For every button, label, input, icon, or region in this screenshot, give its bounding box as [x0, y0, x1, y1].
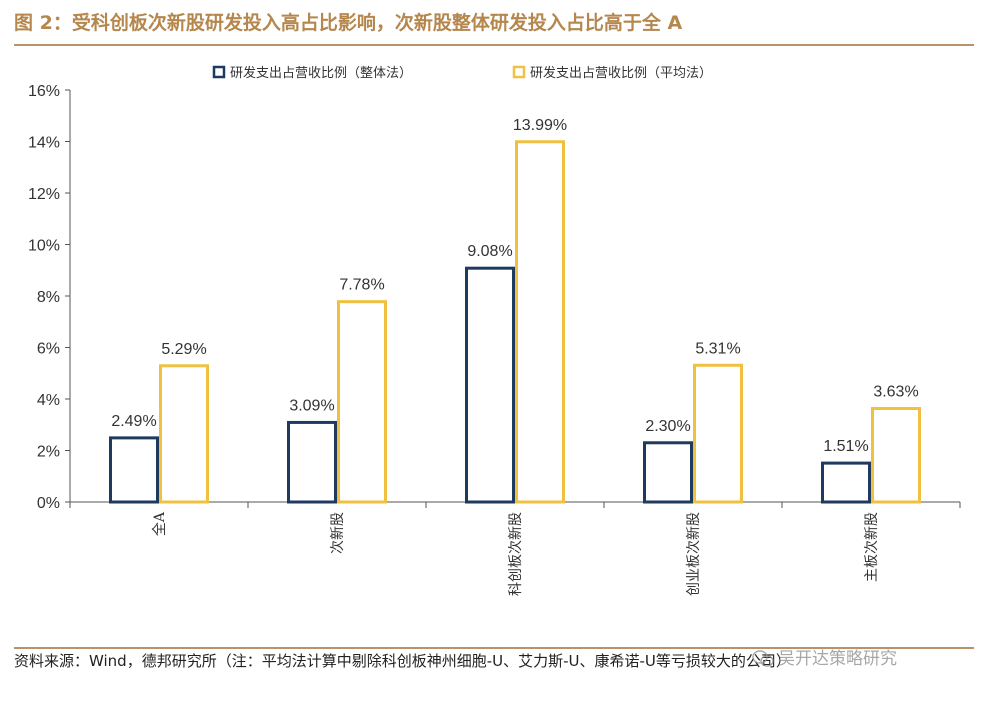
data-label: 13.99%: [513, 117, 567, 134]
bar-overall-1: [109, 436, 159, 504]
bar-average-5: [871, 407, 921, 504]
data-label: 5.31%: [695, 340, 740, 357]
legend-swatch-2: [512, 65, 526, 79]
y-tick-label: 10%: [28, 238, 60, 255]
legend-label-2: 研发支出占营收比例（平均法）: [530, 65, 712, 81]
bar-average-3: [515, 140, 565, 504]
watermark: 吴开达策略研究: [752, 644, 897, 669]
bar-overall-3: [465, 266, 515, 504]
category-label: 科创板次新股: [508, 512, 524, 596]
figure-title: 图 2：受科创板次新股研发投入高占比影响，次新股整体研发投入占比高于全 A: [14, 12, 683, 34]
data-label: 3.63%: [873, 384, 918, 401]
bar-chart: 研发支出占营收比例（整体法） 研发支出占营收比例（平均法） 0% 2% 4% 6% 8% 10…: [28, 65, 961, 596]
category-label: 主板次新股: [864, 512, 880, 582]
y-tick-label: 2%: [37, 444, 60, 461]
y-tick-label: 8%: [37, 289, 60, 306]
y-tick-label: 12%: [28, 186, 60, 203]
legend-swatch-1: [212, 65, 226, 79]
category-label: 全A: [151, 511, 168, 536]
title-divider: [14, 44, 974, 46]
data-label: 5.29%: [161, 341, 206, 358]
source-divider: [14, 647, 974, 649]
legend-label-1: 研发支出占营收比例（整体法）: [230, 65, 412, 81]
watermark-text: 吴开达策略研究: [778, 649, 897, 669]
y-tick-label: 6%: [37, 341, 60, 358]
category-label: 创业板次新股: [686, 512, 702, 596]
source-note: 资料来源：Wind，德邦研究所（注：平均法计算中剔除科创板神州细胞-U、艾力斯-…: [14, 652, 791, 670]
y-tick-label: 4%: [37, 392, 60, 409]
data-label: 1.51%: [823, 438, 868, 455]
data-label: 2.30%: [645, 418, 690, 435]
data-label: 7.78%: [339, 277, 384, 294]
data-label: 9.08%: [467, 243, 512, 260]
bar-average-4: [693, 363, 743, 504]
y-tick-label: 16%: [28, 83, 60, 100]
y-tick-label: 14%: [28, 135, 60, 152]
bar-average-1: [159, 364, 209, 504]
y-tick-label: 0%: [37, 495, 60, 512]
wechat-icon: [752, 650, 774, 667]
category-label: 次新股: [330, 512, 346, 554]
bar-average-2: [337, 300, 387, 504]
data-label: 2.49%: [111, 413, 156, 430]
data-label: 3.09%: [289, 397, 334, 414]
bar-overall-4: [643, 441, 693, 504]
bar-overall-5: [821, 461, 871, 504]
bar-overall-2: [287, 420, 337, 504]
